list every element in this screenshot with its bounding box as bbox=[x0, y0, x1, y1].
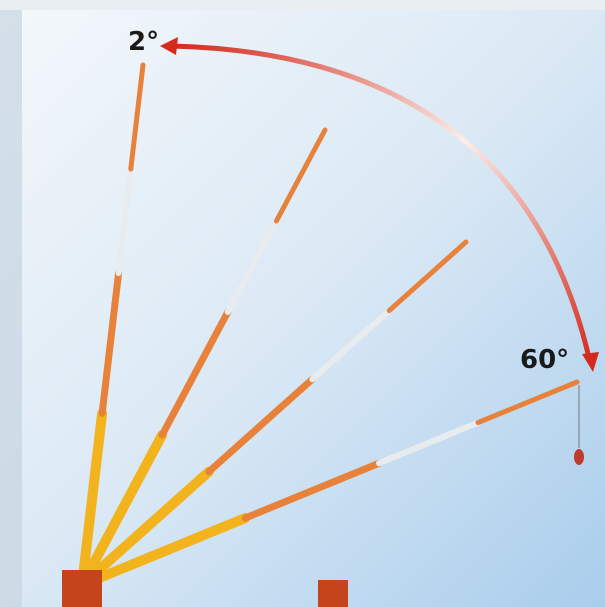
crane-illustration: 2° 60° bbox=[0, 0, 605, 607]
crane-base bbox=[62, 570, 102, 607]
page: 2° 60° (() => { const data = JSON.parse(… bbox=[0, 0, 605, 607]
angle-label: 2° bbox=[128, 27, 159, 57]
angle-label: 60° bbox=[520, 345, 569, 375]
side-panel bbox=[0, 0, 22, 607]
top-strip bbox=[0, 0, 605, 10]
hook bbox=[574, 449, 584, 465]
crane-part bbox=[318, 580, 348, 607]
